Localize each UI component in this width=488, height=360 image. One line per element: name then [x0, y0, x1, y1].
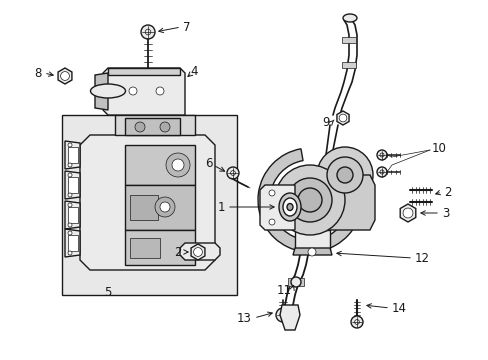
- Circle shape: [350, 316, 362, 328]
- Polygon shape: [399, 204, 415, 222]
- Circle shape: [193, 248, 202, 256]
- Circle shape: [68, 203, 72, 207]
- Polygon shape: [58, 68, 72, 84]
- Polygon shape: [125, 145, 195, 185]
- Bar: [68, 147, 78, 163]
- Circle shape: [376, 150, 386, 160]
- Circle shape: [68, 163, 72, 167]
- Circle shape: [275, 308, 289, 322]
- Text: 10: 10: [431, 141, 446, 154]
- Polygon shape: [65, 141, 80, 169]
- Circle shape: [336, 167, 352, 183]
- Bar: [341, 62, 355, 68]
- Circle shape: [339, 114, 346, 122]
- Text: 8: 8: [35, 67, 42, 80]
- Circle shape: [68, 193, 72, 197]
- Polygon shape: [180, 243, 220, 260]
- Circle shape: [129, 87, 137, 95]
- Text: 2: 2: [174, 246, 182, 258]
- Circle shape: [402, 208, 412, 218]
- Polygon shape: [292, 248, 331, 255]
- Circle shape: [68, 173, 72, 177]
- Text: 4: 4: [190, 64, 197, 77]
- Polygon shape: [108, 68, 180, 75]
- Bar: [68, 177, 78, 193]
- Circle shape: [155, 197, 175, 217]
- Polygon shape: [103, 68, 184, 115]
- Polygon shape: [280, 305, 299, 330]
- Ellipse shape: [342, 14, 356, 22]
- Wedge shape: [258, 149, 361, 252]
- Polygon shape: [65, 171, 80, 199]
- Bar: [130, 195, 158, 220]
- Text: 12: 12: [414, 252, 429, 265]
- Circle shape: [287, 178, 331, 222]
- Circle shape: [376, 167, 386, 177]
- Text: 2: 2: [443, 185, 450, 198]
- Text: 6: 6: [205, 157, 213, 170]
- Bar: [125, 118, 180, 135]
- Polygon shape: [289, 175, 374, 230]
- Polygon shape: [125, 185, 195, 230]
- Circle shape: [160, 122, 170, 132]
- Text: 3: 3: [441, 207, 448, 220]
- Circle shape: [268, 190, 274, 196]
- Text: 14: 14: [391, 302, 406, 315]
- Circle shape: [268, 219, 274, 225]
- Text: 1: 1: [217, 201, 224, 213]
- Bar: [68, 207, 78, 223]
- Circle shape: [68, 223, 72, 227]
- Circle shape: [141, 25, 155, 39]
- Circle shape: [226, 167, 239, 179]
- Polygon shape: [80, 135, 215, 270]
- Polygon shape: [95, 73, 108, 110]
- Circle shape: [160, 202, 170, 212]
- Circle shape: [68, 231, 72, 235]
- Circle shape: [307, 248, 315, 256]
- Text: 5: 5: [104, 285, 111, 298]
- Bar: [130, 238, 160, 258]
- Text: 13: 13: [237, 311, 251, 324]
- Circle shape: [68, 251, 72, 255]
- Bar: [68, 235, 78, 251]
- Text: 9: 9: [322, 116, 329, 129]
- Circle shape: [316, 147, 372, 203]
- Circle shape: [68, 143, 72, 147]
- Circle shape: [297, 188, 321, 212]
- Text: 7: 7: [183, 21, 190, 33]
- Circle shape: [156, 87, 163, 95]
- Circle shape: [290, 277, 301, 287]
- Circle shape: [165, 153, 190, 177]
- Circle shape: [326, 157, 362, 193]
- Circle shape: [274, 165, 345, 235]
- Polygon shape: [260, 185, 294, 230]
- Ellipse shape: [283, 198, 296, 216]
- Bar: [287, 278, 304, 286]
- Circle shape: [61, 72, 69, 80]
- Circle shape: [135, 122, 145, 132]
- Text: 11: 11: [276, 284, 291, 297]
- Polygon shape: [336, 111, 348, 125]
- Circle shape: [172, 159, 183, 171]
- Bar: [341, 37, 355, 43]
- Polygon shape: [191, 244, 204, 260]
- Polygon shape: [294, 230, 329, 250]
- Polygon shape: [115, 115, 195, 135]
- Polygon shape: [65, 229, 80, 257]
- Ellipse shape: [286, 203, 292, 211]
- Polygon shape: [125, 230, 195, 265]
- Bar: [62, 115, 237, 295]
- Ellipse shape: [279, 193, 301, 221]
- Ellipse shape: [90, 84, 125, 98]
- Polygon shape: [65, 201, 80, 229]
